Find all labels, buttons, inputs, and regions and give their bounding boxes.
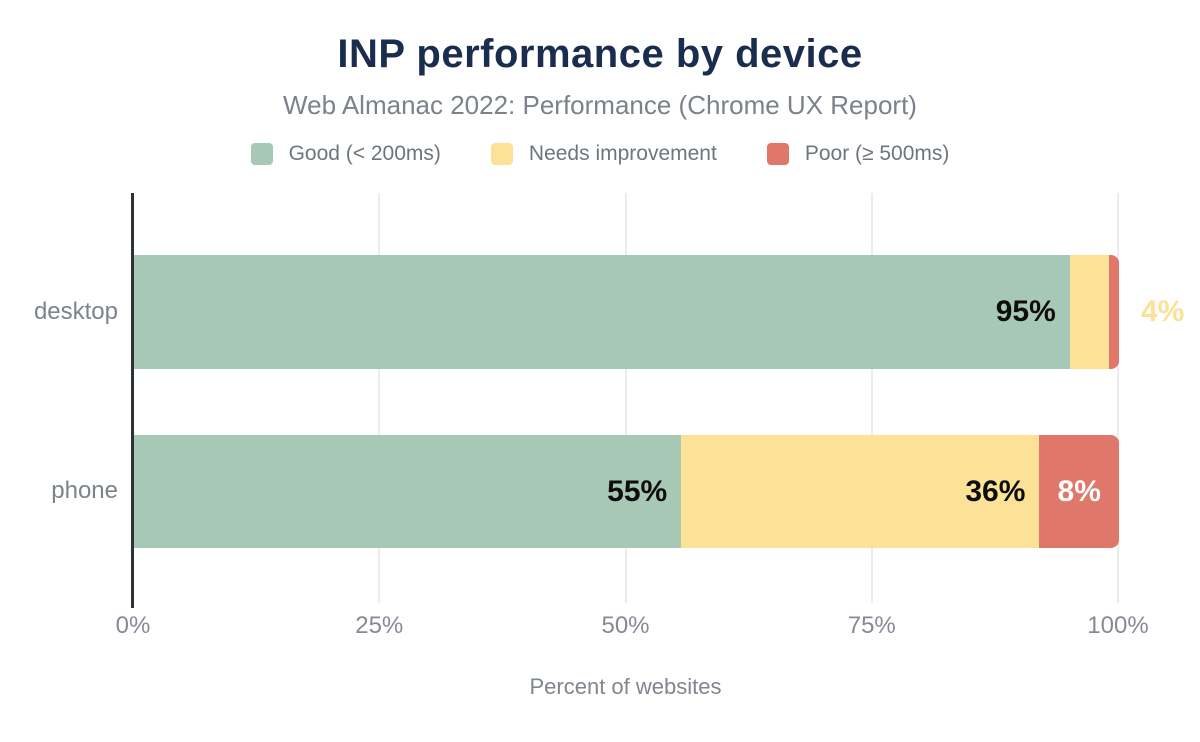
- legend-label-needs-improvement: Needs improvement: [528, 142, 717, 165]
- gridline: [1117, 193, 1119, 603]
- x-axis-title: Percent of websites: [529, 674, 722, 699]
- legend-swatch-poor-icon: [766, 143, 789, 165]
- x-tick-label: 50%: [601, 612, 650, 639]
- bar-segment-desktop-1[interactable]: [1069, 255, 1110, 369]
- y-axis-line: [131, 193, 134, 608]
- bar-value-label: 95%: [995, 295, 1056, 328]
- bar-row-desktop: 95% 4%: [134, 255, 1184, 369]
- gridline: [378, 193, 381, 603]
- plot-area: 95% 4% 55% 36% 8%: [131, 193, 1184, 608]
- legend-label-good: Good (< 200ms): [288, 142, 441, 165]
- bar-phone: 55% 36% 8%: [134, 435, 1119, 548]
- x-tick-label: 100%: [1087, 612, 1149, 639]
- x-tick-label: 0%: [115, 612, 151, 639]
- bar-value-label: 55%: [607, 474, 668, 508]
- legend-item-needs-improvement[interactable]: Needs improvement: [490, 142, 717, 166]
- bar-segment-phone-2[interactable]: 8%: [1039, 435, 1119, 548]
- legend: Good (< 200ms) Needs improvement Poor (≥…: [0, 142, 1200, 166]
- bar-value-label-outside: 4%: [1141, 295, 1185, 328]
- chart-title: INP performance by device: [337, 32, 863, 76]
- bar-value-label: 36%: [965, 474, 1026, 508]
- bar-segment-desktop-2[interactable]: [1109, 255, 1119, 369]
- category-label-desktop: desktop: [33, 298, 118, 325]
- gridline: [624, 193, 627, 603]
- legend-swatch-good-icon: [250, 143, 273, 165]
- chart-subtitle: Web Almanac 2022: Performance (Chrome UX…: [283, 90, 917, 120]
- bar-desktop: 95%: [134, 255, 1119, 369]
- bar-segment-phone-0[interactable]: 55%: [134, 435, 682, 548]
- x-tick-label: 75%: [847, 612, 896, 639]
- bar-segment-phone-1[interactable]: 36%: [681, 435, 1040, 548]
- x-tick-label: 25%: [355, 612, 404, 639]
- bar-value-label: 8%: [1057, 474, 1101, 508]
- legend-swatch-needs-improvement-icon: [490, 143, 513, 165]
- legend-item-good[interactable]: Good (< 200ms): [250, 142, 441, 166]
- bar-row-phone: 55% 36% 8%: [134, 435, 1119, 548]
- category-label-phone: phone: [51, 477, 118, 504]
- bar-segment-desktop-0[interactable]: 95%: [134, 255, 1070, 369]
- legend-label-poor: Poor (≥ 500ms): [804, 142, 950, 165]
- legend-item-poor[interactable]: Poor (≥ 500ms): [766, 142, 950, 166]
- gridline: [870, 193, 873, 603]
